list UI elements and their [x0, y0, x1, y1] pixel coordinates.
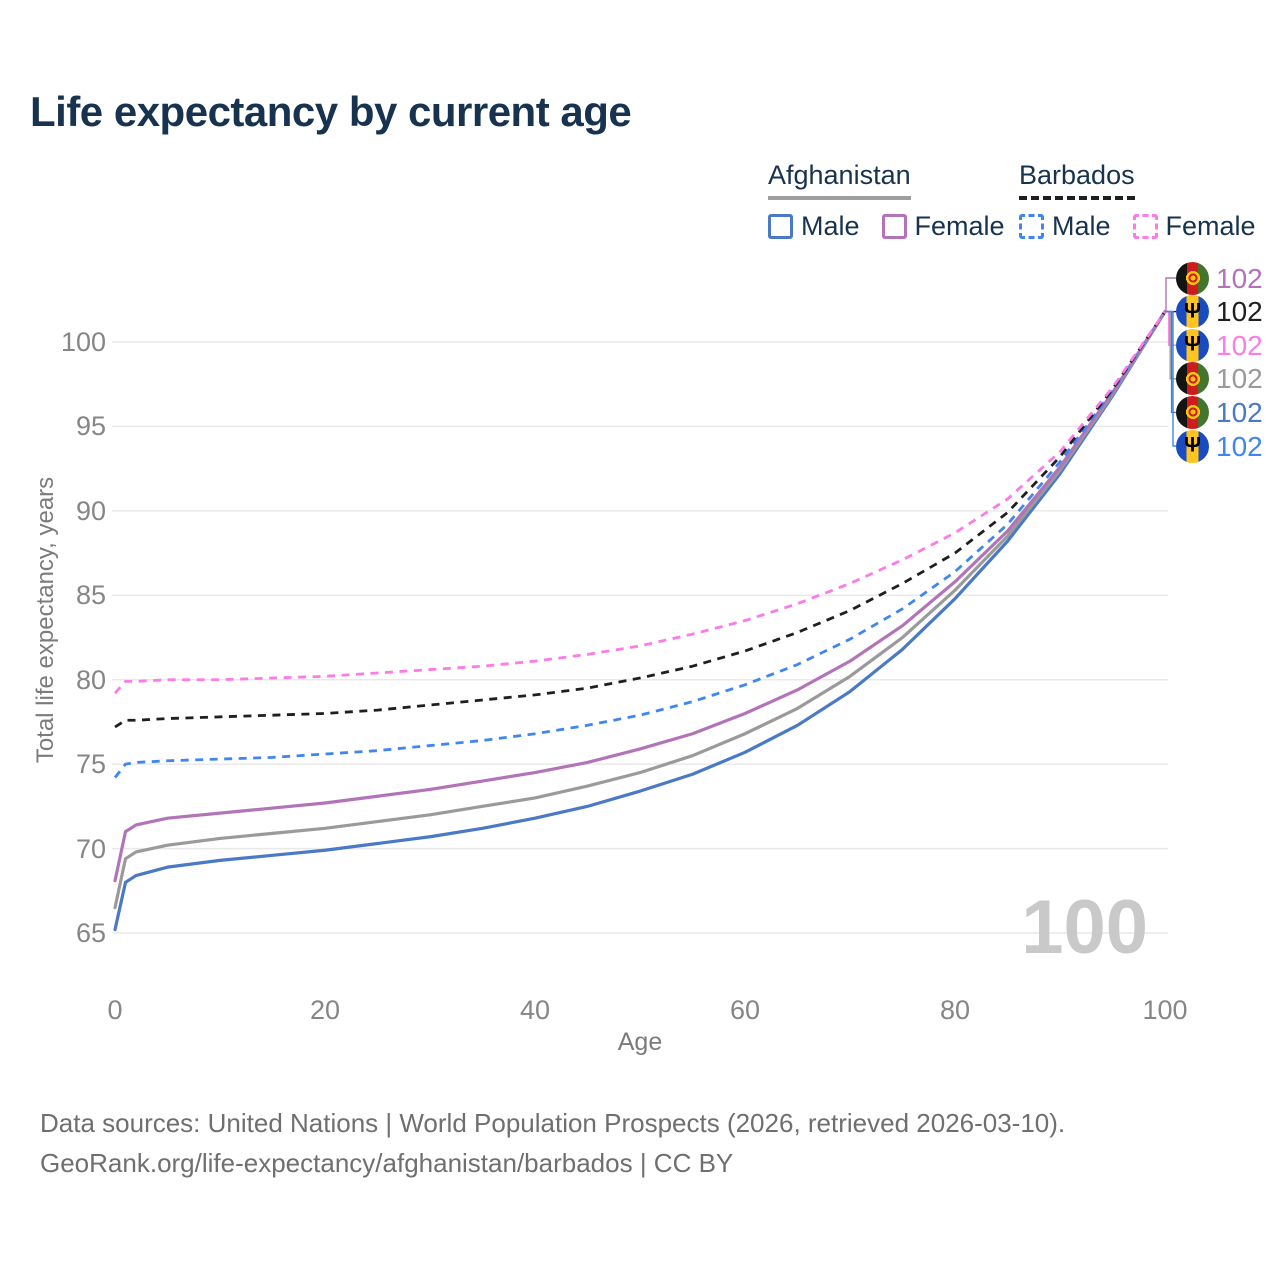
- series-line-barbados-female[interactable]: [113, 310, 1167, 695]
- legend-swatch-barbados-male-icon: [1019, 214, 1044, 239]
- series-line-afghanistan-both-sexes[interactable]: [113, 310, 1167, 910]
- legend-swatch-barbados-female-icon: [1132, 214, 1158, 239]
- data-sources-note: Data sources: United Nations | World Pop…: [40, 1108, 1066, 1138]
- series-line-barbados-male[interactable]: [113, 310, 1167, 779]
- y-tick-label-85: 85: [75, 580, 106, 611]
- legend-country-barbados[interactable]: Barbados: [1019, 160, 1135, 200]
- series-line-afghanistan-male[interactable]: [113, 310, 1167, 932]
- x-tick-label-0: 0: [107, 995, 123, 1025]
- leader-line: [1165, 277, 1176, 313]
- y-tick-label-95: 95: [75, 411, 106, 442]
- x-axis-title: Age: [617, 1028, 663, 1056]
- age-counter-watermark: 100: [1021, 885, 1148, 970]
- y-tick-label-80: 80: [75, 664, 106, 695]
- legend-country-afghanistan[interactable]: Afghanistan: [768, 160, 911, 200]
- legend-item-barbados-female[interactable]: Female: [1132, 211, 1256, 242]
- y-tick-label-70: 70: [75, 833, 106, 864]
- legend-label-barbados-female: Female: [1165, 211, 1256, 241]
- y-tick-label-90: 90: [75, 495, 106, 526]
- x-tick-label-100: 100: [1142, 995, 1188, 1025]
- y-tick-label-75: 75: [75, 749, 106, 780]
- legend-label-afghanistan-male: Male: [801, 211, 860, 241]
- legend-swatch-afghanistan-male-icon: [768, 214, 793, 239]
- x-tick-label-20: 20: [309, 995, 341, 1025]
- x-tick-label-60: 60: [729, 995, 761, 1025]
- leader-line: [1165, 310, 1176, 447]
- attribution-note: GeoRank.org/life-expectancy/afghanistan/…: [40, 1148, 734, 1178]
- x-tick-label-80: 80: [939, 995, 971, 1025]
- legend-item-afghanistan-male[interactable]: Male: [768, 211, 860, 242]
- series-line-afghanistan-female[interactable]: [113, 310, 1167, 883]
- page-title: Life expectancy by current age: [30, 88, 632, 135]
- legend-group-barbados: Barbados Male Female: [1019, 160, 1256, 242]
- x-tick-label-40: 40: [519, 995, 551, 1025]
- legend-item-afghanistan-female[interactable]: Female: [881, 211, 1005, 242]
- y-tick-label-100: 100: [60, 327, 106, 357]
- y-axis-title: Total life expectancy, years: [32, 476, 59, 764]
- legend-group-afghanistan: Afghanistan Male Female: [768, 160, 1005, 242]
- legend-label-afghanistan-female: Female: [914, 211, 1005, 241]
- legend-swatch-afghanistan-female-icon: [881, 214, 907, 239]
- series-line-barbados-both-sexes[interactable]: [114, 310, 1167, 729]
- y-tick-label-65: 65: [75, 918, 106, 948]
- legend-label-barbados-male: Male: [1052, 211, 1111, 241]
- legend-item-barbados-male[interactable]: Male: [1019, 211, 1111, 242]
